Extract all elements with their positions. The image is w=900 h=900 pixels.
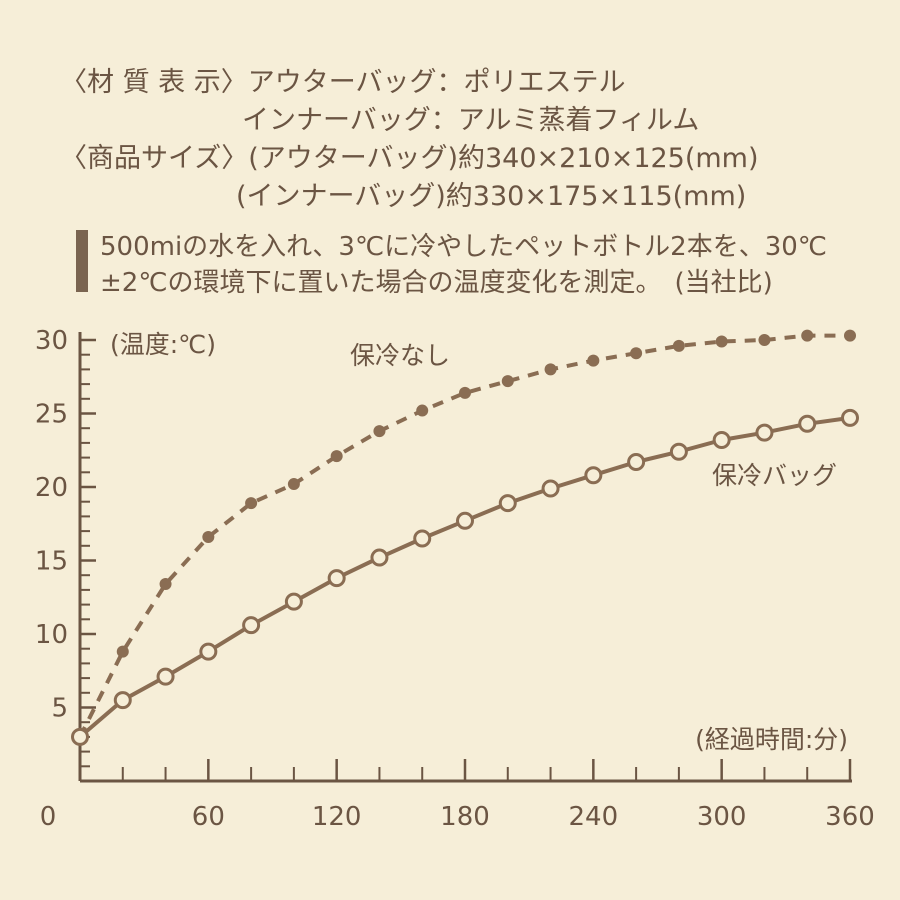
- data-point: [284, 592, 303, 611]
- data-point: [156, 667, 175, 686]
- data-point: [459, 386, 471, 399]
- data-point: [798, 414, 817, 433]
- x-tick-label: 240: [569, 802, 619, 832]
- data-point: [627, 453, 646, 472]
- material-label: 〈材 質 表 示〉: [60, 67, 248, 98]
- data-point: [498, 494, 517, 513]
- x-axis-label: (経過時間:分): [695, 725, 848, 754]
- size-row: 〈商品サイズ〉(アウターバッグ)約340×210×125(mm): [60, 142, 759, 176]
- data-point: [456, 511, 474, 530]
- outer-bag-material: アウターバッグ：ポリエステル: [247, 67, 626, 98]
- y-tick-label: 25: [35, 400, 68, 430]
- note-line-1: 500miの水を入れ、3℃に冷やしたペットボトル2本を、30℃: [100, 232, 828, 262]
- inner-bag-material: インナーバッグ：アルミ蒸着フィルム: [242, 105, 700, 136]
- x-tick-label: 120: [312, 802, 362, 832]
- data-point: [544, 363, 557, 376]
- series-label-2: 保冷バッグ: [712, 461, 837, 490]
- data-point: [370, 548, 389, 567]
- size-label: 〈商品サイズ〉: [60, 143, 249, 174]
- data-point: [287, 478, 300, 491]
- inner-material-row: インナーバッグ：アルミ蒸着フィルム: [242, 104, 699, 138]
- data-point: [587, 354, 600, 367]
- y-tick-label: 20: [35, 473, 68, 503]
- data-point: [202, 530, 215, 543]
- data-point: [413, 529, 432, 548]
- data-point: [242, 616, 261, 635]
- material-row: 〈材 質 表 示〉アウターバッグ：ポリエステル: [60, 66, 625, 100]
- data-point: [113, 691, 132, 710]
- series-label-1: 保冷なし: [350, 341, 450, 370]
- data-point: [541, 479, 560, 498]
- data-point: [630, 347, 643, 360]
- x-tick-label: 300: [697, 802, 747, 832]
- x-tick-label: 360: [825, 802, 875, 832]
- data-point: [755, 423, 774, 442]
- outer-bag-size: (アウターバッグ)約340×210×125(mm): [248, 143, 759, 174]
- data-point: [159, 578, 172, 591]
- data-point: [715, 335, 728, 348]
- data-point: [199, 642, 218, 661]
- data-point: [712, 430, 731, 449]
- data-point: [844, 329, 856, 342]
- data-point: [71, 727, 89, 746]
- y-axis-label: (温度:℃): [110, 330, 216, 359]
- x-tick-label: 180: [440, 802, 490, 832]
- y-tick-label: 30: [35, 326, 68, 356]
- x-tick-label: 60: [192, 802, 225, 832]
- y-tick-label: 15: [35, 547, 68, 577]
- inner-size-row: (インナーバッグ)約330×175×115(mm): [236, 180, 746, 214]
- data-point: [672, 339, 685, 352]
- data-point: [584, 466, 603, 485]
- note-marker-bar: [76, 230, 88, 292]
- y-tick-label: 5: [51, 694, 68, 724]
- data-point: [416, 404, 429, 417]
- spec-block: 〈材 質 表 示〉アウターバッグ：ポリエステル インナーバッグ：アルミ蒸着フィル…: [60, 66, 759, 236]
- data-point: [669, 442, 688, 461]
- data-point: [801, 329, 814, 342]
- data-point: [116, 645, 129, 658]
- x-tick-label: 0: [40, 802, 57, 832]
- y-tick-label: 10: [35, 620, 68, 650]
- data-point: [373, 425, 386, 438]
- data-point: [758, 334, 771, 346]
- note-line-2: ±2℃の環境下に置いた場合の温度変化を測定。 (当社比): [100, 268, 773, 298]
- data-point: [245, 497, 258, 510]
- inner-bag-size: (インナーバッグ)約330×175×115(mm): [236, 181, 747, 212]
- data-point: [330, 450, 343, 463]
- data-point: [841, 408, 859, 427]
- data-point: [501, 375, 514, 388]
- data-point: [327, 569, 346, 588]
